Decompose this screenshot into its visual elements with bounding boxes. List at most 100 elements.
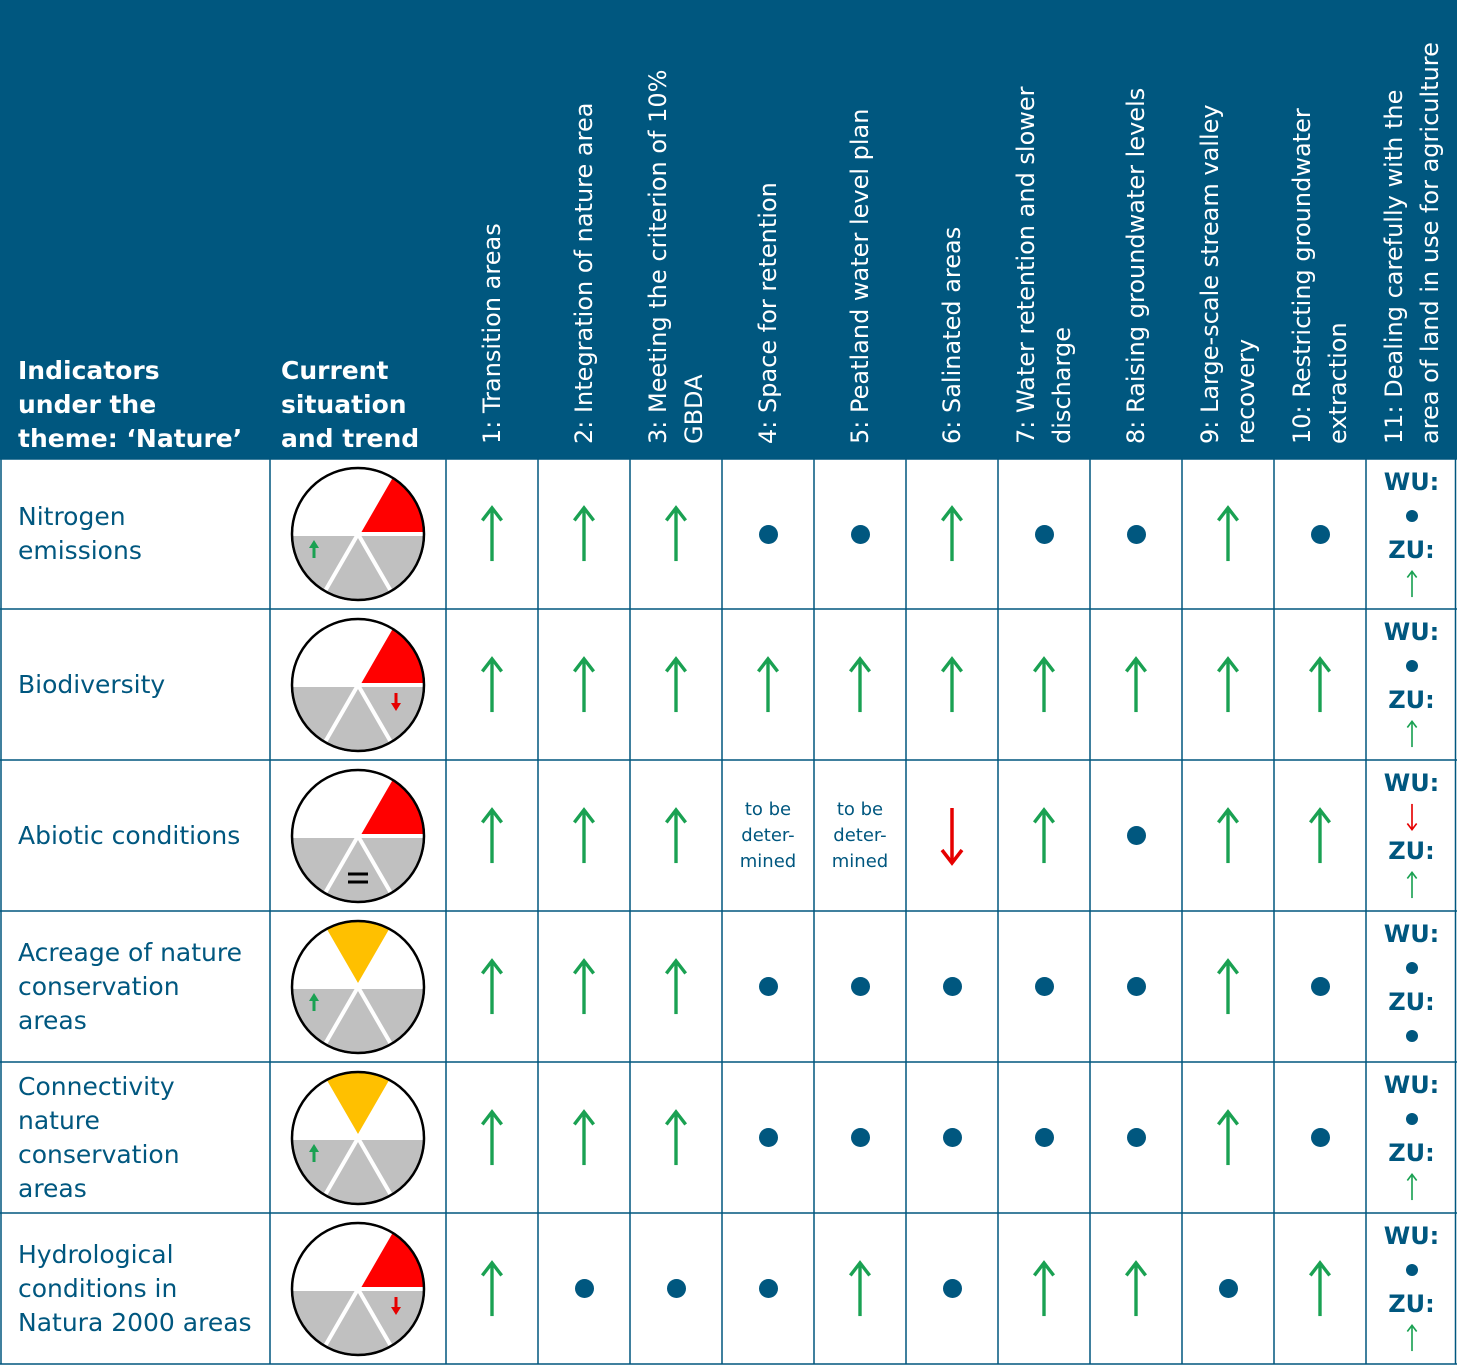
effect-cell (1182, 1213, 1274, 1364)
zu-value (1405, 1017, 1418, 1055)
effect-cell (630, 609, 722, 760)
effect-cell (630, 459, 722, 609)
zu-value (1405, 866, 1419, 904)
up-arrow-icon (1406, 720, 1417, 748)
wu-value (1405, 497, 1418, 535)
indicator-label: Nitrogen emissions (18, 500, 142, 568)
dot-icon (942, 1128, 962, 1147)
effect-cell (1090, 1213, 1182, 1364)
dot-icon (1310, 977, 1330, 996)
effect-cell: to be deter-mined (722, 760, 814, 911)
effect-cell (1090, 609, 1182, 760)
dot-icon (850, 1128, 870, 1147)
effect-cell (1090, 911, 1182, 1062)
effect-cell (1182, 760, 1274, 911)
up-arrow-icon (1406, 871, 1417, 899)
tbd-line: mined (739, 850, 797, 872)
status-pie-icon (290, 466, 426, 602)
effect-cell (998, 459, 1090, 609)
wu-label: WU: (1383, 468, 1440, 496)
dot-icon (666, 1279, 686, 1298)
dot-icon (758, 1279, 778, 1298)
dot-icon (1126, 977, 1146, 996)
status-pie-icon (290, 768, 426, 903)
effect-cell (630, 1213, 722, 1364)
text-line: nature (18, 1105, 100, 1135)
text-line: conservation (18, 1139, 180, 1169)
text-line: areas (18, 1005, 87, 1035)
effect-cell (814, 459, 906, 609)
up-arrow-icon (480, 655, 504, 712)
effect-cell (1182, 609, 1274, 760)
up-arrow-icon (756, 655, 780, 712)
dot-icon (1034, 977, 1054, 996)
text-line: Biodiversity (18, 669, 166, 699)
zu-value (1405, 1319, 1419, 1357)
up-arrow-icon (572, 957, 596, 1014)
dot-icon (1310, 524, 1330, 544)
effect-cell (998, 1062, 1090, 1213)
text-line: Connectivity (18, 1071, 175, 1101)
to-be-determined-text: to be deter-mined (832, 797, 888, 875)
wu-label: WU: (1383, 1222, 1440, 1250)
effect-cell (906, 1213, 998, 1364)
effect-cell (1090, 1062, 1182, 1213)
effect-cell (998, 760, 1090, 911)
effect-cell (538, 1062, 630, 1213)
dot-icon (1405, 510, 1418, 522)
down-arrow-icon (940, 807, 964, 866)
effect-cell (722, 459, 814, 609)
up-arrow-icon (1032, 1259, 1056, 1316)
effect-cell (1274, 609, 1366, 760)
wu-zu-cell: WU: ZU: (1366, 1070, 1457, 1206)
text-line: Abiotic conditions (18, 820, 241, 850)
up-arrow-icon (1216, 505, 1240, 562)
up-arrow-icon (1406, 1324, 1417, 1352)
effect-cell (538, 1213, 630, 1364)
effect-cell (446, 609, 538, 760)
up-arrow-icon (1216, 806, 1240, 863)
wu-label: WU: (1383, 1071, 1440, 1099)
text-line: Indicators (18, 356, 160, 385)
current-situation-pie (286, 915, 430, 1063)
effect-cell (538, 760, 630, 911)
up-arrow-icon (1216, 655, 1240, 712)
status-pie-icon (290, 617, 426, 752)
text-line: Nitrogen (18, 502, 126, 531)
status-pie-icon (290, 1221, 426, 1356)
effect-cell (814, 609, 906, 760)
tbd-line: to be (836, 798, 884, 820)
effect-cell: to be deter-mined (814, 760, 906, 911)
effect-cell (722, 609, 814, 760)
effect-cell (906, 911, 998, 1062)
down-arrow-icon (1406, 803, 1417, 831)
zu-label: ZU: (1388, 1290, 1435, 1318)
effect-cell (446, 760, 538, 911)
effect-cell (722, 1062, 814, 1213)
tbd-line: deter- (741, 824, 795, 846)
dot-icon (758, 977, 778, 996)
tbd-line: mined (831, 850, 889, 872)
up-arrow-icon (1124, 1259, 1148, 1316)
text-line: theme: ‘Nature’ (18, 424, 243, 453)
dot-icon (1034, 524, 1054, 544)
wu-zu-cell: WU: ZU: (1366, 768, 1457, 904)
up-arrow-icon (940, 655, 964, 712)
effect-cell (1274, 1213, 1366, 1364)
effect-cell (1274, 1062, 1366, 1213)
status-pie-icon (290, 1070, 426, 1205)
dot-icon (574, 1279, 594, 1298)
zu-value (1405, 565, 1419, 603)
effect-cell (814, 1062, 906, 1213)
text-line: areas (18, 1173, 87, 1203)
dot-icon (1405, 962, 1418, 974)
wu-zu-cell: WU: ZU: (1366, 617, 1457, 753)
zu-label: ZU: (1388, 536, 1435, 564)
up-arrow-icon (1308, 655, 1332, 712)
table-header (0, 0, 1457, 459)
indicator-label: Abiotic conditions (18, 819, 240, 853)
dot-icon (1034, 1128, 1054, 1147)
effect-cell (906, 760, 998, 911)
effect-cell (998, 911, 1090, 1062)
